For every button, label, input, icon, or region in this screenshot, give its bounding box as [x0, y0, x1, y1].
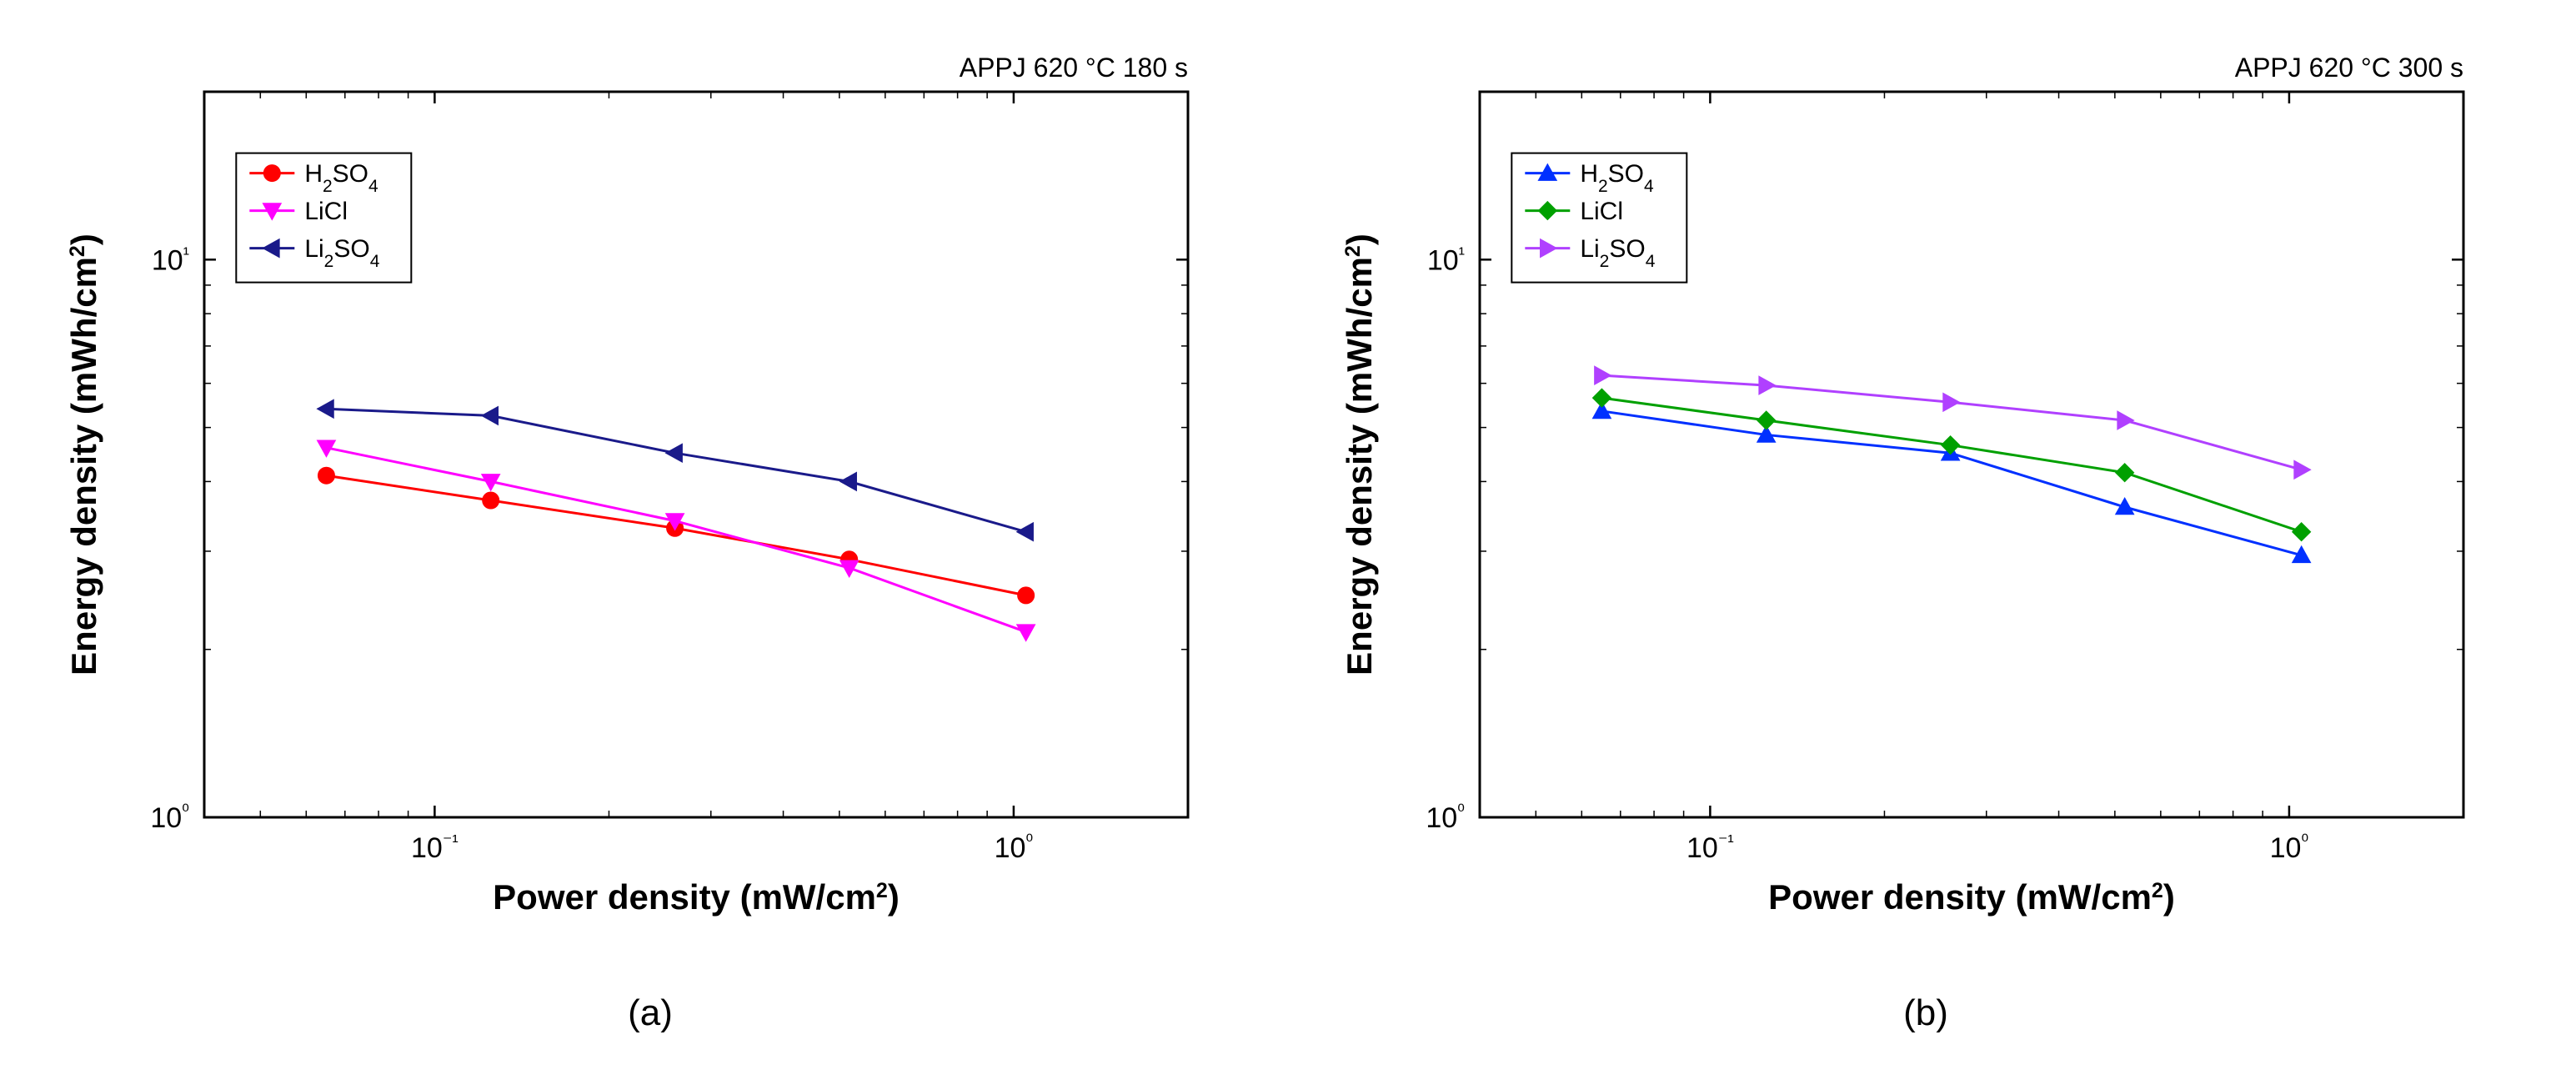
svg-text:APPJ 620 °C 300 s: APPJ 620 °C 300 s: [2235, 53, 2463, 83]
svg-text:Power density (mW/cm2): Power density (mW/cm2): [1768, 877, 2175, 917]
subplot-label-a: (a): [628, 992, 673, 1034]
chart-a: APPJ 620 °C 180 s 10⁻¹ 10⁰ 10⁰ 10¹ Power dens…: [38, 17, 1263, 976]
svg-text:Power density (mW/cm2): Power density (mW/cm2): [493, 877, 900, 917]
svg-text:10⁻¹: 10⁻¹: [411, 831, 459, 865]
svg-text:10⁻¹: 10⁻¹: [1686, 831, 1734, 865]
svg-text:LiCl: LiCl: [304, 198, 348, 225]
svg-text:10⁰: 10⁰: [1426, 801, 1465, 835]
svg-text:10¹: 10¹: [1427, 243, 1465, 277]
svg-text:10⁰: 10⁰: [995, 831, 1034, 865]
svg-text:10¹: 10¹: [152, 243, 189, 277]
svg-text:Energy density (mWh/cm2): Energy density (mWh/cm2): [1340, 234, 1379, 676]
panel-a-wrapper: APPJ 620 °C 180 s 10⁻¹ 10⁰ 10⁰ 10¹ Power dens…: [38, 17, 1263, 1034]
svg-text:Energy density (mWh/cm2): Energy density (mWh/cm2): [64, 234, 103, 676]
chart-b: APPJ 620 °C 300 s 10⁻¹ 10⁰ 10⁰ 10¹ Power dens…: [1313, 17, 2538, 976]
panel-b-wrapper: APPJ 620 °C 300 s 10⁻¹ 10⁰ 10⁰ 10¹ Power dens…: [1313, 17, 2538, 1034]
svg-text:APPJ 620 °C 180 s: APPJ 620 °C 180 s: [960, 53, 1188, 83]
svg-text:LiCl: LiCl: [1580, 198, 1623, 225]
subplot-label-b: (b): [1903, 992, 1948, 1034]
figure-container: APPJ 620 °C 180 s 10⁻¹ 10⁰ 10⁰ 10¹ Power dens…: [0, 0, 2576, 1051]
svg-text:10⁰: 10⁰: [150, 801, 189, 835]
svg-text:10⁰: 10⁰: [2270, 831, 2309, 865]
